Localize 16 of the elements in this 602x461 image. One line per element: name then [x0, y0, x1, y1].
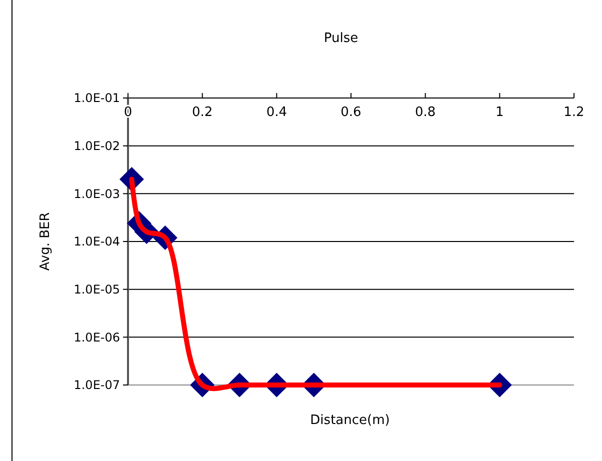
x-tick-label: 0.8	[414, 105, 436, 120]
x-axis-title: Distance(m)	[310, 413, 390, 428]
y-tick-label: 1.0E-05	[74, 282, 120, 297]
y-tick-label: 1.0E-04	[74, 234, 120, 249]
x-tick-label: 0.4	[266, 105, 288, 120]
y-tick-label: 1.0E-02	[74, 139, 120, 154]
x-tick-label: 0.2	[192, 105, 213, 120]
x-tick-label: 0.6	[340, 105, 362, 120]
y-axis-title: Avg. BER	[38, 212, 53, 271]
chart-title: Pulse	[324, 31, 358, 46]
y-tick-label: 1.0E-01	[74, 91, 120, 106]
x-tick-label: 1.2	[564, 105, 584, 120]
y-tick-label: 1.0E-06	[74, 330, 120, 344]
x-tick-label: 1	[496, 105, 504, 120]
y-tick-label: 1.0E-03	[74, 186, 120, 201]
y-tick-label: 1.0E-07	[74, 378, 120, 392]
